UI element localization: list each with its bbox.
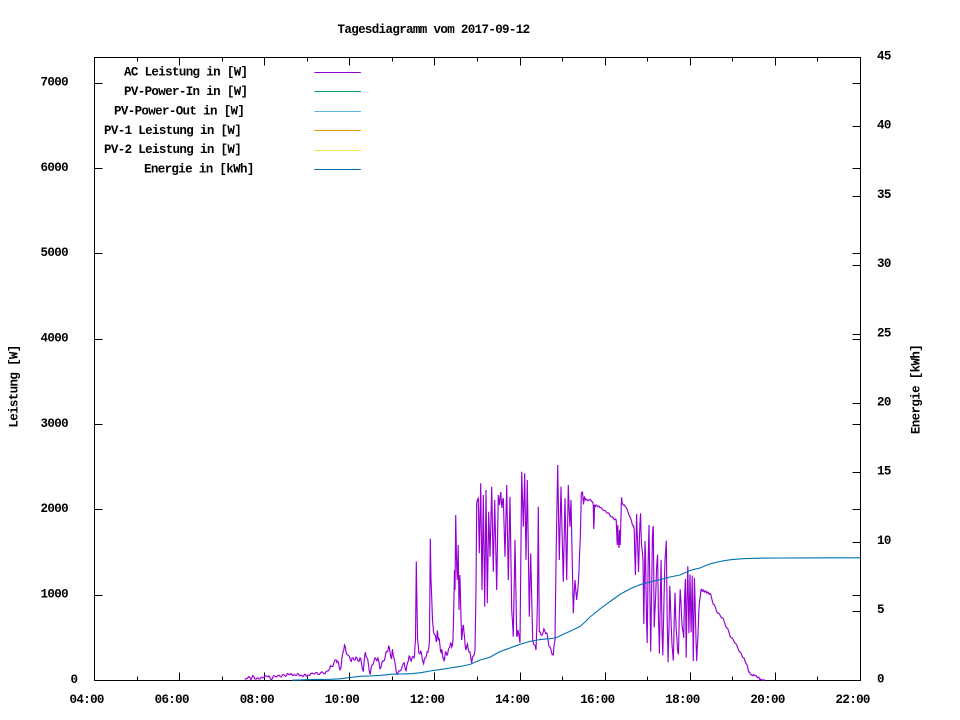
svg-text:10: 10 xyxy=(877,534,891,548)
svg-text:AC Leistung in [W]: AC Leistung in [W] xyxy=(124,65,247,79)
svg-text:PV-Power-In in [W]: PV-Power-In in [W] xyxy=(124,85,247,99)
svg-text:5: 5 xyxy=(877,603,884,617)
svg-text:16:00: 16:00 xyxy=(580,693,614,707)
svg-text:PV-Power-Out in [W]: PV-Power-Out in [W] xyxy=(114,104,244,118)
svg-text:0: 0 xyxy=(71,673,78,687)
svg-text:Tagesdiagramm vom 2017-09-12: Tagesdiagramm vom 2017-09-12 xyxy=(338,23,530,37)
svg-text:22:00: 22:00 xyxy=(836,693,870,707)
svg-text:18:00: 18:00 xyxy=(665,693,699,707)
svg-text:10:00: 10:00 xyxy=(325,693,359,707)
svg-text:04:00: 04:00 xyxy=(70,693,104,707)
svg-text:20: 20 xyxy=(877,396,891,410)
svg-text:Energie in [kWh]: Energie in [kWh] xyxy=(144,163,254,177)
svg-text:40: 40 xyxy=(877,119,891,133)
svg-text:15: 15 xyxy=(877,465,891,479)
svg-text:06:00: 06:00 xyxy=(155,693,189,707)
svg-text:1000: 1000 xyxy=(41,588,69,602)
svg-text:4000: 4000 xyxy=(41,332,69,346)
svg-text:25: 25 xyxy=(877,326,891,340)
svg-text:5000: 5000 xyxy=(41,246,69,260)
svg-text:14:00: 14:00 xyxy=(495,693,529,707)
svg-text:30: 30 xyxy=(877,257,891,271)
svg-text:Leistung [W]: Leistung [W] xyxy=(8,345,22,427)
svg-text:Energie [kWh]: Energie [kWh] xyxy=(910,345,924,434)
svg-text:20:00: 20:00 xyxy=(750,693,784,707)
svg-text:0: 0 xyxy=(877,672,884,686)
svg-text:35: 35 xyxy=(877,188,891,202)
svg-text:PV-2 Leistung in [W]: PV-2 Leistung in [W] xyxy=(104,143,241,157)
svg-text:12:00: 12:00 xyxy=(410,693,444,707)
svg-text:45: 45 xyxy=(877,50,891,64)
svg-text:PV-1 Leistung in [W]: PV-1 Leistung in [W] xyxy=(104,124,241,138)
svg-text:08:00: 08:00 xyxy=(240,693,274,707)
svg-text:2000: 2000 xyxy=(41,502,69,516)
svg-text:6000: 6000 xyxy=(41,161,69,175)
svg-text:3000: 3000 xyxy=(41,417,69,431)
svg-text:7000: 7000 xyxy=(41,76,69,90)
